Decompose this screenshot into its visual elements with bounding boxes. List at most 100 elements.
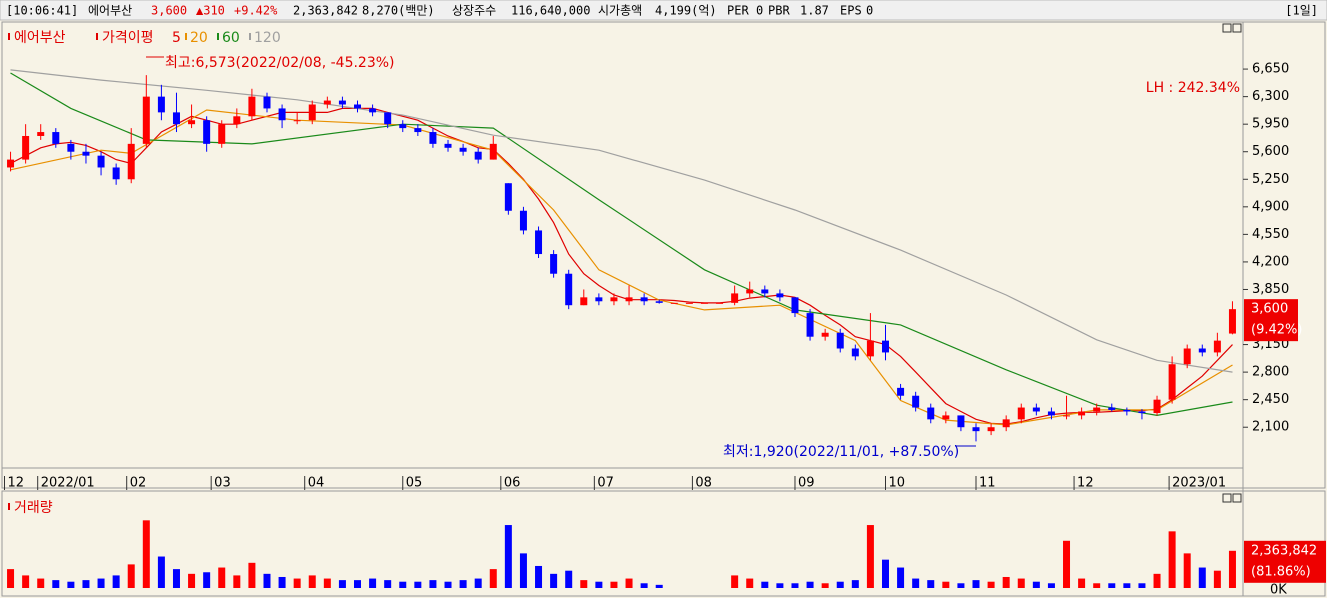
candle-body [218, 124, 226, 144]
moving-average-line [10, 69, 1233, 373]
legend-entry: 120 [254, 30, 281, 46]
volume-bar [595, 581, 603, 588]
volume-bar [957, 583, 965, 588]
x-tick-label: 08 [695, 476, 712, 491]
window-button[interactable] [1222, 23, 1232, 33]
candle-body [399, 124, 407, 129]
candle-body [942, 415, 950, 420]
candle-body [836, 332, 844, 349]
volume-bar [927, 580, 935, 588]
candle-body [866, 340, 874, 357]
volume-bar [942, 581, 950, 588]
candle-body [1198, 348, 1206, 353]
x-tick-label: 03 [214, 476, 231, 491]
window-button[interactable] [1232, 23, 1242, 33]
y-tick-label: 4,900 [1252, 199, 1289, 214]
volume-panel [1, 490, 1326, 597]
y-tick-label: 2,450 [1252, 392, 1289, 407]
header-field: 8,270(백만) [362, 4, 435, 18]
header-field: 116,640,000 [511, 4, 590, 18]
price-box [1244, 299, 1298, 342]
volume-bar [67, 581, 75, 588]
volume-bar [112, 575, 120, 588]
volume-bar [625, 578, 633, 588]
candle-body [685, 302, 693, 304]
volume-bar [354, 580, 362, 588]
volume-bar [1047, 583, 1055, 588]
legend-entry: 5 [172, 30, 181, 46]
candle-body [1138, 411, 1146, 414]
volume-bar [776, 583, 784, 588]
candle-body [791, 297, 799, 314]
candle-body [384, 112, 392, 125]
volume-box-change: (81.86%) [1251, 564, 1311, 579]
volume-bar [731, 575, 739, 588]
volume-bar [188, 573, 196, 588]
candle-body [354, 104, 362, 109]
volume-bar [1153, 573, 1161, 588]
volume-bar [1078, 578, 1086, 588]
candle-body [821, 332, 829, 337]
candle-body [1093, 407, 1101, 412]
volume-bar [1093, 583, 1101, 588]
candle-body [188, 120, 196, 125]
candle-body [987, 427, 995, 432]
volume-bar [97, 578, 105, 588]
volume-bar [7, 569, 15, 588]
x-tick-label: 05 [406, 476, 423, 491]
annotation: LH : 242.34% [1146, 80, 1240, 96]
candle-body [474, 151, 482, 160]
price-box-change: (9.42%) [1251, 323, 1302, 338]
volume-bar [22, 575, 30, 588]
candle-body [308, 104, 316, 121]
volume-bar [459, 580, 467, 588]
volume-bar [52, 580, 60, 588]
header-field: 0 [756, 4, 763, 18]
volume-bar [218, 567, 226, 588]
volume-bar [519, 553, 527, 588]
candle-body [1153, 399, 1161, 414]
volume-bar [1108, 583, 1116, 588]
candle-body [746, 289, 754, 294]
volume-bar [1123, 583, 1131, 588]
x-tick-label: 02 [130, 476, 147, 491]
volume-bar [157, 556, 165, 588]
header-field: 1.87 [800, 4, 829, 18]
candle-body [806, 313, 814, 337]
y-tick-label: 6,300 [1252, 89, 1289, 104]
volume-bar [565, 570, 573, 588]
y-tick-label: 5,600 [1252, 144, 1289, 159]
header-field: 시가총액 [598, 4, 642, 18]
candle-body [881, 340, 889, 353]
volume-bar [1002, 576, 1010, 588]
window-button[interactable] [1232, 493, 1242, 503]
candle-body [459, 147, 467, 152]
candle-body [731, 293, 739, 303]
candle-body [716, 302, 724, 304]
x-tick-label: 10 [888, 476, 905, 491]
candle-body [1168, 364, 1176, 400]
candle-body [429, 132, 437, 144]
candle-body [972, 427, 980, 432]
volume-bar [806, 581, 814, 588]
volume-bar [233, 575, 241, 588]
period-button[interactable]: [1일] [1285, 4, 1318, 18]
ma-title: 가격이평 [102, 30, 154, 46]
volume-bar [912, 578, 920, 588]
volume-bar [1228, 550, 1236, 588]
candle-body [1123, 409, 1131, 412]
x-tick-label: 12 [8, 476, 25, 491]
candle-body [927, 407, 935, 420]
candle-body [912, 395, 920, 408]
y-tick-label: 6,650 [1252, 62, 1289, 77]
legend-marker [249, 33, 251, 40]
price-box-label: 3,600 [1251, 302, 1288, 317]
window-button[interactable] [1222, 493, 1232, 503]
volume-bar [987, 581, 995, 588]
y-tick-label: 3,850 [1252, 282, 1289, 297]
volume-bar [610, 581, 618, 588]
candle-body [1108, 407, 1116, 410]
header-field: 0 [866, 4, 873, 18]
volume-bar [1063, 540, 1071, 588]
volume-bar [504, 525, 512, 588]
